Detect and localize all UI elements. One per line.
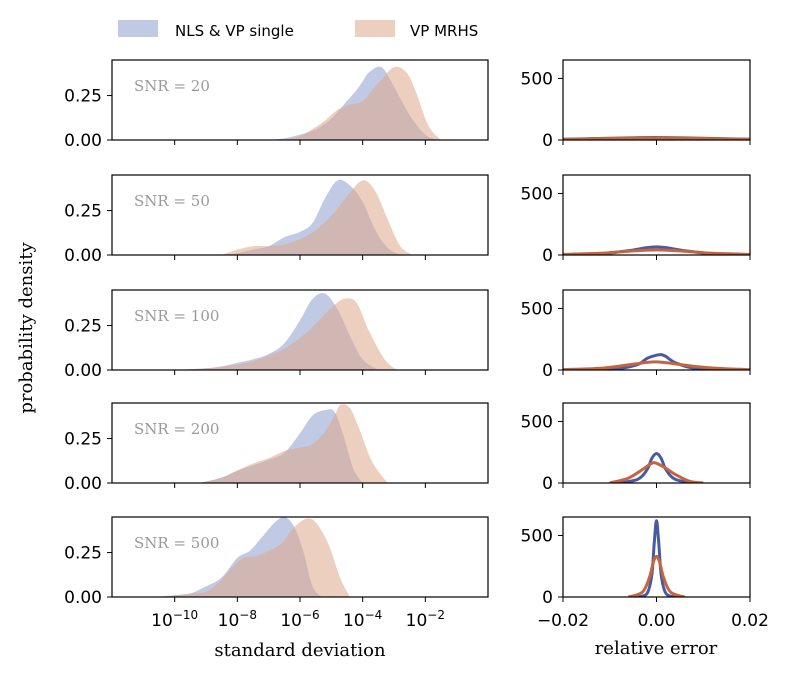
snr-label: SNR = 200	[134, 420, 219, 438]
left-y-tick-label: 0.25	[64, 317, 102, 337]
mrhs-error-line	[563, 136, 750, 140]
right-axes-frame	[562, 59, 751, 141]
legend-swatch-nls	[118, 20, 158, 37]
left-axes-frame	[111, 59, 489, 141]
left-x-tick-label: 10−2	[406, 608, 445, 631]
right-x-tick-label: 0.02	[731, 611, 769, 631]
right-y-tick-label: 500	[521, 412, 553, 432]
legend: NLS & VP single VP MRHS	[118, 20, 478, 40]
right-y-tick-label: 0	[542, 588, 553, 608]
left-x-tick-label: 10−6	[280, 608, 319, 631]
mrhs-density-area	[221, 180, 413, 255]
left-y-tick-label: 0.00	[64, 361, 102, 381]
right-axes-frame	[562, 402, 751, 484]
nls-error-line	[637, 519, 676, 597]
right-y-tick-label: 0	[542, 474, 553, 494]
x-axis-label-left: standard deviation	[214, 640, 386, 661]
panel-row-5: SNR = 500 0.00 0.25 10−10 10−8 10−6 10−4 10−2 0 5…	[64, 516, 769, 631]
legend-label-nls: NLS & VP single	[175, 22, 294, 40]
right-y-tick-label: 500	[521, 526, 553, 546]
right-axes-frame	[562, 174, 751, 256]
panel-row-2: SNR = 50 0.00 0.25 0 500	[64, 174, 751, 266]
right-plot-area	[563, 245, 750, 255]
mrhs-density-area	[174, 298, 398, 370]
right-plot-area	[609, 451, 704, 483]
right-plot-area	[627, 519, 686, 597]
left-y-tick-label: 0.00	[64, 246, 102, 266]
mrhs-density-area	[149, 518, 351, 597]
left-plot-area	[149, 517, 351, 597]
right-x-tick-label: 0.00	[638, 611, 676, 631]
left-y-tick-label: 0.25	[64, 430, 102, 450]
snr-label: SNR = 20	[134, 77, 210, 95]
left-y-tick-label: 0.25	[64, 202, 102, 222]
right-y-tick-label: 500	[521, 299, 553, 319]
mrhs-error-line	[563, 248, 750, 255]
left-y-tick-label: 0.00	[64, 474, 102, 494]
right-plot-area	[563, 353, 750, 370]
panel-row-1: SNR = 20 0.00 0.25 0 500	[64, 59, 751, 151]
left-y-tick-label: 0.25	[64, 87, 102, 107]
left-y-tick-label: 0.00	[64, 588, 102, 608]
snr-label: SNR = 50	[134, 192, 210, 210]
mrhs-density-area	[274, 66, 441, 140]
left-y-tick-label: 0.25	[64, 544, 102, 564]
left-x-tick-label: 10−8	[218, 608, 257, 631]
right-y-tick-label: 0	[542, 131, 553, 151]
left-x-tick-label: 10−10	[151, 608, 198, 631]
left-plot-area	[174, 293, 398, 370]
y-axis-label: probability density	[16, 242, 37, 414]
right-plot-area	[563, 136, 750, 140]
mrhs-error-line	[563, 360, 750, 370]
right-y-tick-label: 500	[521, 69, 553, 89]
mrhs-error-line	[627, 554, 686, 597]
panel-row-4: SNR = 200 0.00 0.25 0 500	[64, 402, 751, 494]
right-x-tick-label: −0.02	[537, 611, 589, 631]
panels: SNR = 20 0.00 0.25 0 500 SNR = 50 0.00 0.25 0 500…	[64, 59, 769, 631]
nls-error-line	[618, 451, 695, 483]
left-plot-area	[221, 179, 413, 255]
right-y-tick-label: 0	[542, 361, 553, 381]
snr-label: SNR = 500	[134, 534, 219, 552]
x-axis-label-right: relative error	[595, 638, 718, 659]
left-plot-area	[199, 404, 388, 483]
legend-swatch-mrhs	[355, 20, 395, 37]
left-plot-area	[268, 66, 441, 140]
legend-label-mrhs: VP MRHS	[410, 22, 478, 40]
mrhs-density-area	[199, 404, 388, 483]
left-y-tick-label: 0.00	[64, 131, 102, 151]
mrhs-error-line	[609, 461, 704, 483]
left-x-tick-label: 10−4	[343, 608, 382, 631]
right-y-tick-label: 0	[542, 246, 553, 266]
snr-label: SNR = 100	[134, 307, 219, 325]
right-axes-frame	[562, 289, 751, 371]
panel-row-3: SNR = 100 0.00 0.25 0 500	[64, 289, 751, 381]
right-y-tick-label: 500	[521, 184, 553, 204]
